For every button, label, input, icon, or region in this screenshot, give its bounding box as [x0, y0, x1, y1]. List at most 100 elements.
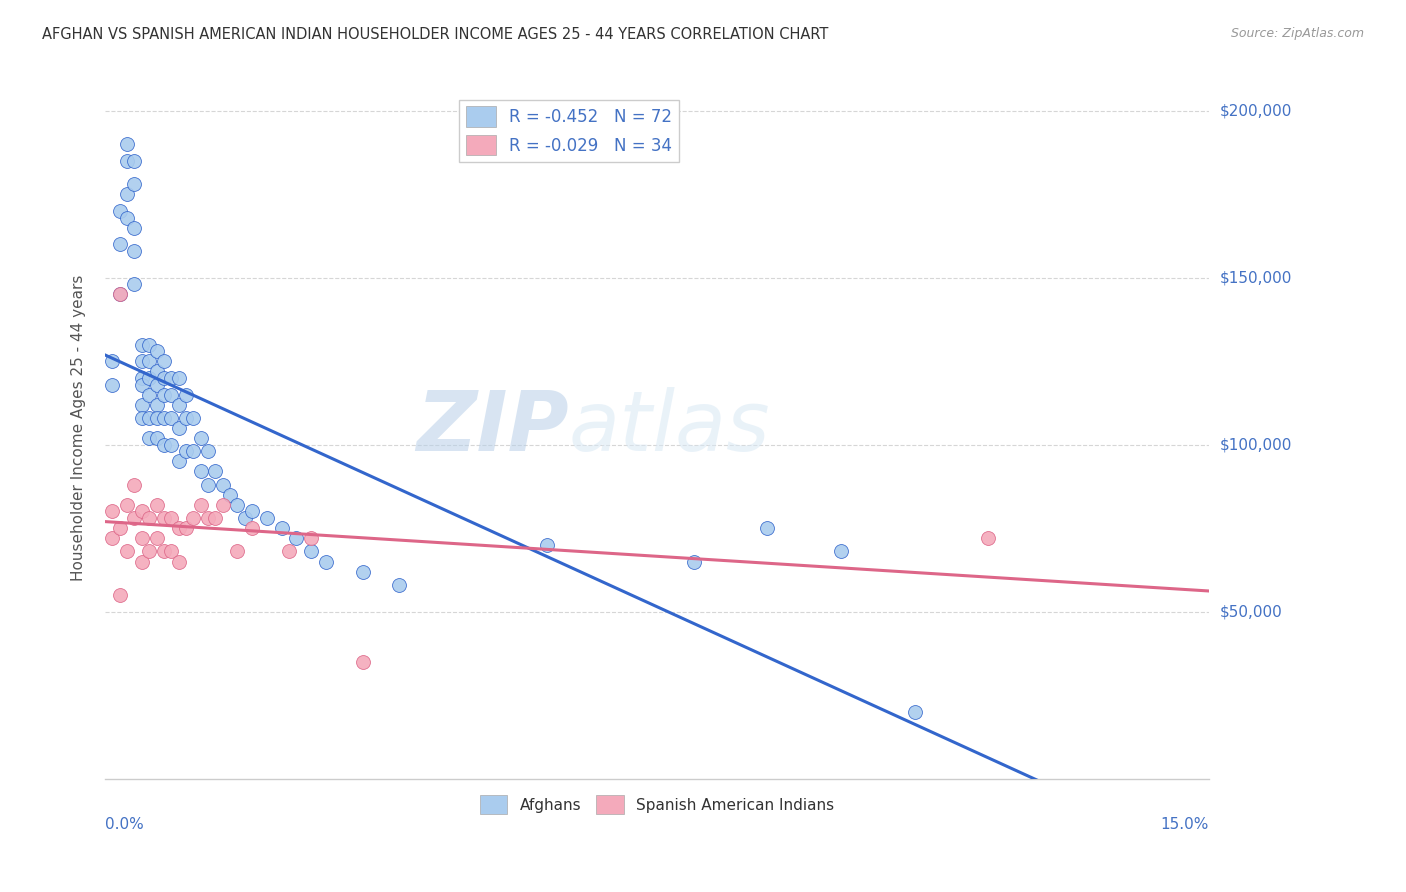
Text: 0.0%: 0.0%	[105, 817, 143, 832]
Point	[108, 237, 131, 252]
Point	[204, 464, 226, 478]
Point	[124, 153, 146, 168]
Point	[108, 204, 131, 219]
Point	[145, 431, 167, 445]
Point	[145, 498, 167, 512]
Point	[352, 655, 374, 669]
Point	[124, 178, 146, 192]
Point	[160, 438, 183, 452]
Point	[115, 153, 138, 168]
Point	[101, 354, 124, 368]
Text: $100,000: $100,000	[1220, 437, 1292, 452]
Point	[682, 554, 704, 568]
Point	[138, 431, 160, 445]
Point	[536, 538, 558, 552]
Point	[204, 511, 226, 525]
Point	[904, 705, 927, 719]
Point	[131, 371, 153, 385]
Point	[197, 477, 219, 491]
Point	[174, 444, 197, 458]
Point	[108, 287, 131, 301]
Point	[138, 371, 160, 385]
Point	[167, 371, 190, 385]
Point	[145, 364, 167, 378]
Text: AFGHAN VS SPANISH AMERICAN INDIAN HOUSEHOLDER INCOME AGES 25 - 44 YEARS CORRELAT: AFGHAN VS SPANISH AMERICAN INDIAN HOUSEH…	[42, 27, 828, 42]
Point	[977, 531, 1000, 545]
Point	[167, 554, 190, 568]
Point	[101, 531, 124, 545]
Point	[299, 544, 322, 558]
Point	[124, 277, 146, 292]
Point	[145, 411, 167, 425]
Point	[299, 531, 322, 545]
Point	[219, 488, 242, 502]
Text: $150,000: $150,000	[1220, 270, 1292, 285]
Point	[115, 187, 138, 202]
Point	[108, 287, 131, 301]
Point	[830, 544, 852, 558]
Point	[138, 511, 160, 525]
Point	[108, 521, 131, 535]
Point	[124, 477, 146, 491]
Point	[145, 344, 167, 359]
Point	[153, 544, 176, 558]
Point	[160, 544, 183, 558]
Point	[124, 220, 146, 235]
Point	[138, 337, 160, 351]
Point	[131, 554, 153, 568]
Point	[108, 588, 131, 602]
Text: Source: ZipAtlas.com: Source: ZipAtlas.com	[1230, 27, 1364, 40]
Point	[115, 137, 138, 152]
Point	[131, 531, 153, 545]
Point	[138, 411, 160, 425]
Point	[174, 521, 197, 535]
Point	[240, 521, 263, 535]
Text: atlas: atlas	[568, 387, 770, 468]
Point	[145, 531, 167, 545]
Point	[756, 521, 779, 535]
Point	[124, 511, 146, 525]
Point	[160, 387, 183, 401]
Point	[181, 444, 204, 458]
Point	[190, 498, 212, 512]
Point	[131, 377, 153, 392]
Point	[315, 554, 337, 568]
Point	[278, 544, 301, 558]
Point	[181, 411, 204, 425]
Point	[131, 337, 153, 351]
Point	[167, 421, 190, 435]
Point	[153, 511, 176, 525]
Point	[226, 498, 249, 512]
Point	[124, 244, 146, 258]
Point	[167, 521, 190, 535]
Point	[160, 371, 183, 385]
Point	[145, 398, 167, 412]
Point	[233, 511, 256, 525]
Point	[352, 565, 374, 579]
Point	[240, 504, 263, 518]
Point	[190, 431, 212, 445]
Point	[160, 411, 183, 425]
Point	[115, 544, 138, 558]
Point	[211, 498, 233, 512]
Point	[174, 387, 197, 401]
Point	[138, 354, 160, 368]
Y-axis label: Householder Income Ages 25 - 44 years: Householder Income Ages 25 - 44 years	[72, 275, 86, 582]
Point	[197, 511, 219, 525]
Point	[145, 377, 167, 392]
Point	[197, 444, 219, 458]
Text: $200,000: $200,000	[1220, 103, 1292, 119]
Point	[174, 411, 197, 425]
Point	[211, 477, 233, 491]
Point	[115, 498, 138, 512]
Text: ZIP: ZIP	[416, 387, 568, 468]
Text: 15.0%: 15.0%	[1161, 817, 1209, 832]
Point	[115, 211, 138, 225]
Point	[256, 511, 278, 525]
Point	[101, 504, 124, 518]
Point	[101, 377, 124, 392]
Point	[153, 438, 176, 452]
Point	[167, 454, 190, 468]
Point	[226, 544, 249, 558]
Text: $50,000: $50,000	[1220, 604, 1282, 619]
